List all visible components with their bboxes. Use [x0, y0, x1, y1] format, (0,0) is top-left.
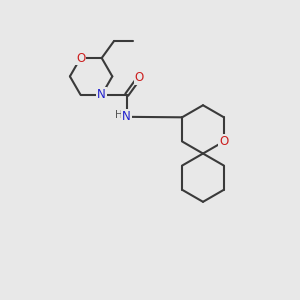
Text: O: O: [76, 52, 85, 64]
Text: N: N: [122, 110, 131, 123]
Text: O: O: [134, 71, 144, 84]
Text: H: H: [115, 110, 122, 120]
Text: O: O: [219, 135, 229, 148]
Text: N: N: [97, 88, 106, 101]
